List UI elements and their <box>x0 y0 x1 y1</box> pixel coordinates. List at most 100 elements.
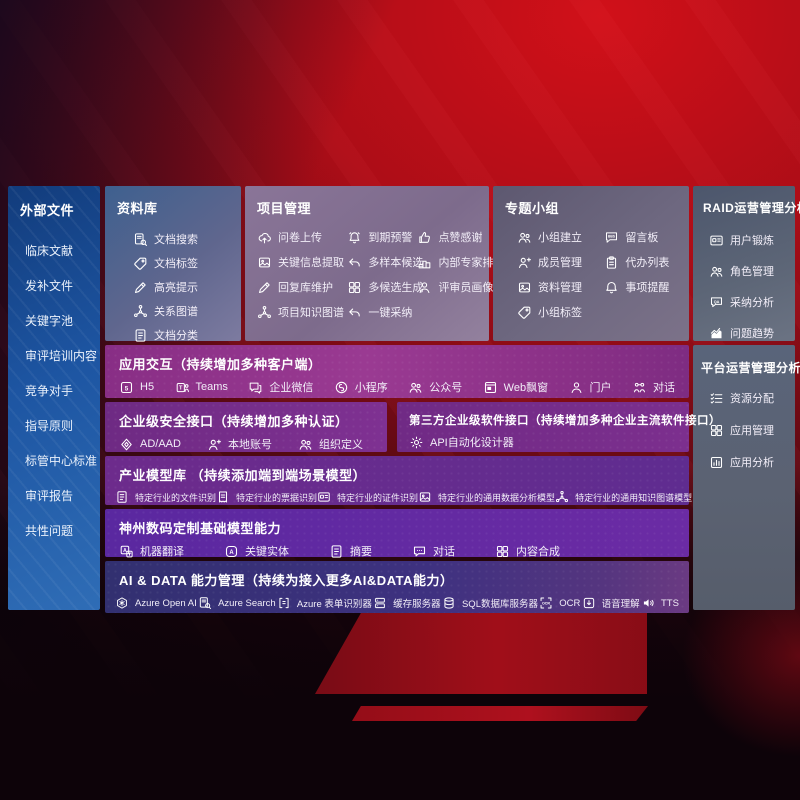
item-label: 点赞感谢 <box>438 232 483 244</box>
item-label: 文档标签 <box>154 258 198 270</box>
teams-icon <box>175 380 190 395</box>
brackets-doc-icon <box>277 596 291 610</box>
platform-analysis-panel: 平台运营管理分析 资源分配 应用管理 应用分析 <box>693 345 800 610</box>
tag-icon <box>517 305 532 320</box>
openai-icon <box>115 596 129 610</box>
item-label: 公众号 <box>429 382 463 394</box>
service-item: Azure Search <box>198 596 276 610</box>
item-label: 应用分析 <box>730 457 774 469</box>
feature-item: 关系图谱 <box>133 299 241 323</box>
library-panel: 资料库 文档搜索 文档标签 高亮提示 关系图谱 文档分类 <box>105 186 241 342</box>
item-label: 资料管理 <box>538 282 582 294</box>
chart-box-icon <box>709 455 724 470</box>
raid-analysis-panel: RAID运营管理分析 用户锻炼 角色管理 采纳分析 问题趋势 <box>693 186 800 341</box>
service-item: SQL数据库服务器 <box>442 596 538 610</box>
item-label: 内容合成 <box>516 546 560 558</box>
item-label: 小组建立 <box>538 232 582 244</box>
item-label: 共性问题 <box>25 524 74 538</box>
item-label: 关键信息提取 <box>278 257 344 269</box>
feature-item: 回复库维护 <box>257 279 347 295</box>
security-interface-items: AD/AAD 本地账号 组织定义 <box>105 430 387 452</box>
item-label: 文档搜索 <box>154 234 198 246</box>
project-management-panel: 项目管理 问卷上传 到期预警 点赞感谢 关键信息提取 多样本候选 内部专家排名 回复库维护 多… <box>245 186 504 341</box>
item-label: 指导原则 <box>25 419 74 433</box>
service-item: OCR <box>539 596 580 610</box>
h5-icon <box>119 380 134 395</box>
capability-item: 机器翻译 <box>119 543 184 559</box>
item-label: Azure Search <box>218 597 276 609</box>
sidebar-item: 标管中心标准 <box>8 443 100 478</box>
dc-base-models-title: 神州数码定制基础模型能力 <box>119 521 282 536</box>
item-label: 多样本候选 <box>368 257 424 269</box>
capability-item: 内容合成 <box>495 543 560 559</box>
client-item: 小程序 <box>334 379 388 395</box>
service-item: Azure 表单识别器 <box>277 596 372 610</box>
feature-item: 问卷上传 <box>257 229 347 245</box>
web-window-icon <box>483 380 498 395</box>
item-label: 摘要 <box>350 546 372 558</box>
sidebar-item: 发补文件 <box>8 268 100 303</box>
item-label: Azure 表单识别器 <box>296 599 372 610</box>
item-label: 一键采纳 <box>368 307 413 319</box>
net-graph-icon <box>257 305 272 320</box>
capability-item: 摘要 <box>329 543 372 559</box>
third-party-interface-items: API自动化设计器 <box>397 428 689 450</box>
feature-item: 留言板 <box>604 229 685 245</box>
item-label: Azure Open AI <box>135 597 197 609</box>
item-label: 小程序 <box>354 382 388 394</box>
model-item: 特定行业的证件识别 <box>317 490 418 504</box>
ai-data-management-items: Azure Open AI Azure Search Azure 表单识别器 缓存服务… <box>105 589 689 610</box>
auth-item: AD/AAD <box>119 437 181 452</box>
sidebar-item: 共性问题 <box>8 513 100 548</box>
item-label: 特定行业的通用知识图谱模型 <box>575 492 693 503</box>
people-icon <box>298 437 313 452</box>
service-item: 语音理解 <box>582 596 640 610</box>
client-item: 企业微信 <box>248 379 313 395</box>
feature-item: 应用分析 <box>709 450 795 474</box>
item-label: 代办列表 <box>625 257 670 269</box>
net-graph-icon <box>133 304 148 319</box>
external-files-panel: 外部文件 临床文献 发补文件 关键字池 审评培训内容 竞争对手 指导原则 标管中心标准 审评报… <box>8 186 100 610</box>
person-plus-icon <box>517 255 532 270</box>
feature-item: 文档搜索 <box>133 227 241 251</box>
speech-icon <box>582 596 596 610</box>
feature-item: 应用管理 <box>709 418 795 442</box>
feature-item: 文档标签 <box>133 251 241 275</box>
grid-icon <box>347 280 362 295</box>
item-label: 临床文献 <box>25 244 74 258</box>
auth-item: 组织定义 <box>298 436 363 452</box>
feature-item: 点赞感谢 <box>417 229 483 245</box>
checklist-icon <box>709 391 724 406</box>
topic-group-title: 专题小组 <box>505 201 560 216</box>
item-label: 语音理解 <box>601 599 640 610</box>
feature-item: 关键信息提取 <box>257 254 347 270</box>
ai-data-management-title: AI & DATA 能力管理（持续为接入更多AI&DATA能力） <box>119 573 454 588</box>
security-interface-title: 企业级安全接口（持续增加多种认证） <box>119 414 349 429</box>
item-label: 特定行业的证件识别 <box>337 492 419 503</box>
auth-item: 本地账号 <box>207 436 272 452</box>
platform-analysis-items: 资源分配 应用管理 应用分析 <box>693 376 795 474</box>
item-label: 标管中心标准 <box>25 454 98 468</box>
item-label: 内部专家排名 <box>438 257 505 269</box>
background-laptop-bar <box>352 706 648 721</box>
service-item: Azure Open AI <box>115 596 197 610</box>
feature-item: 一键采纳 <box>347 304 417 320</box>
feature-item: 文档分类 <box>133 323 241 347</box>
item-label: 项目知识图谱 <box>278 307 344 319</box>
item-label: 采纳分析 <box>730 297 774 309</box>
security-interface-row: 企业级安全接口（持续增加多种认证） AD/AAD 本地账号 组织定义 <box>105 402 387 452</box>
project-management-title: 项目管理 <box>257 201 312 216</box>
item-label: 成员管理 <box>538 257 582 269</box>
item-label: 特定行业的文件识别 <box>135 492 217 503</box>
item-label: 审评报告 <box>25 489 74 503</box>
chat-dots-icon <box>412 544 427 559</box>
server-icon <box>373 596 387 610</box>
item-label: 企业微信 <box>269 382 314 394</box>
model-item: 特定行业的通用数据分析模型 <box>418 490 555 504</box>
reply-arrow-icon <box>347 305 362 320</box>
ocr-icon <box>539 596 553 610</box>
client-item: 对话 <box>632 379 675 395</box>
reply-arrow-icon <box>347 255 362 270</box>
feature-item: 角色管理 <box>709 259 795 283</box>
sidebar-item: 审评报告 <box>8 478 100 513</box>
